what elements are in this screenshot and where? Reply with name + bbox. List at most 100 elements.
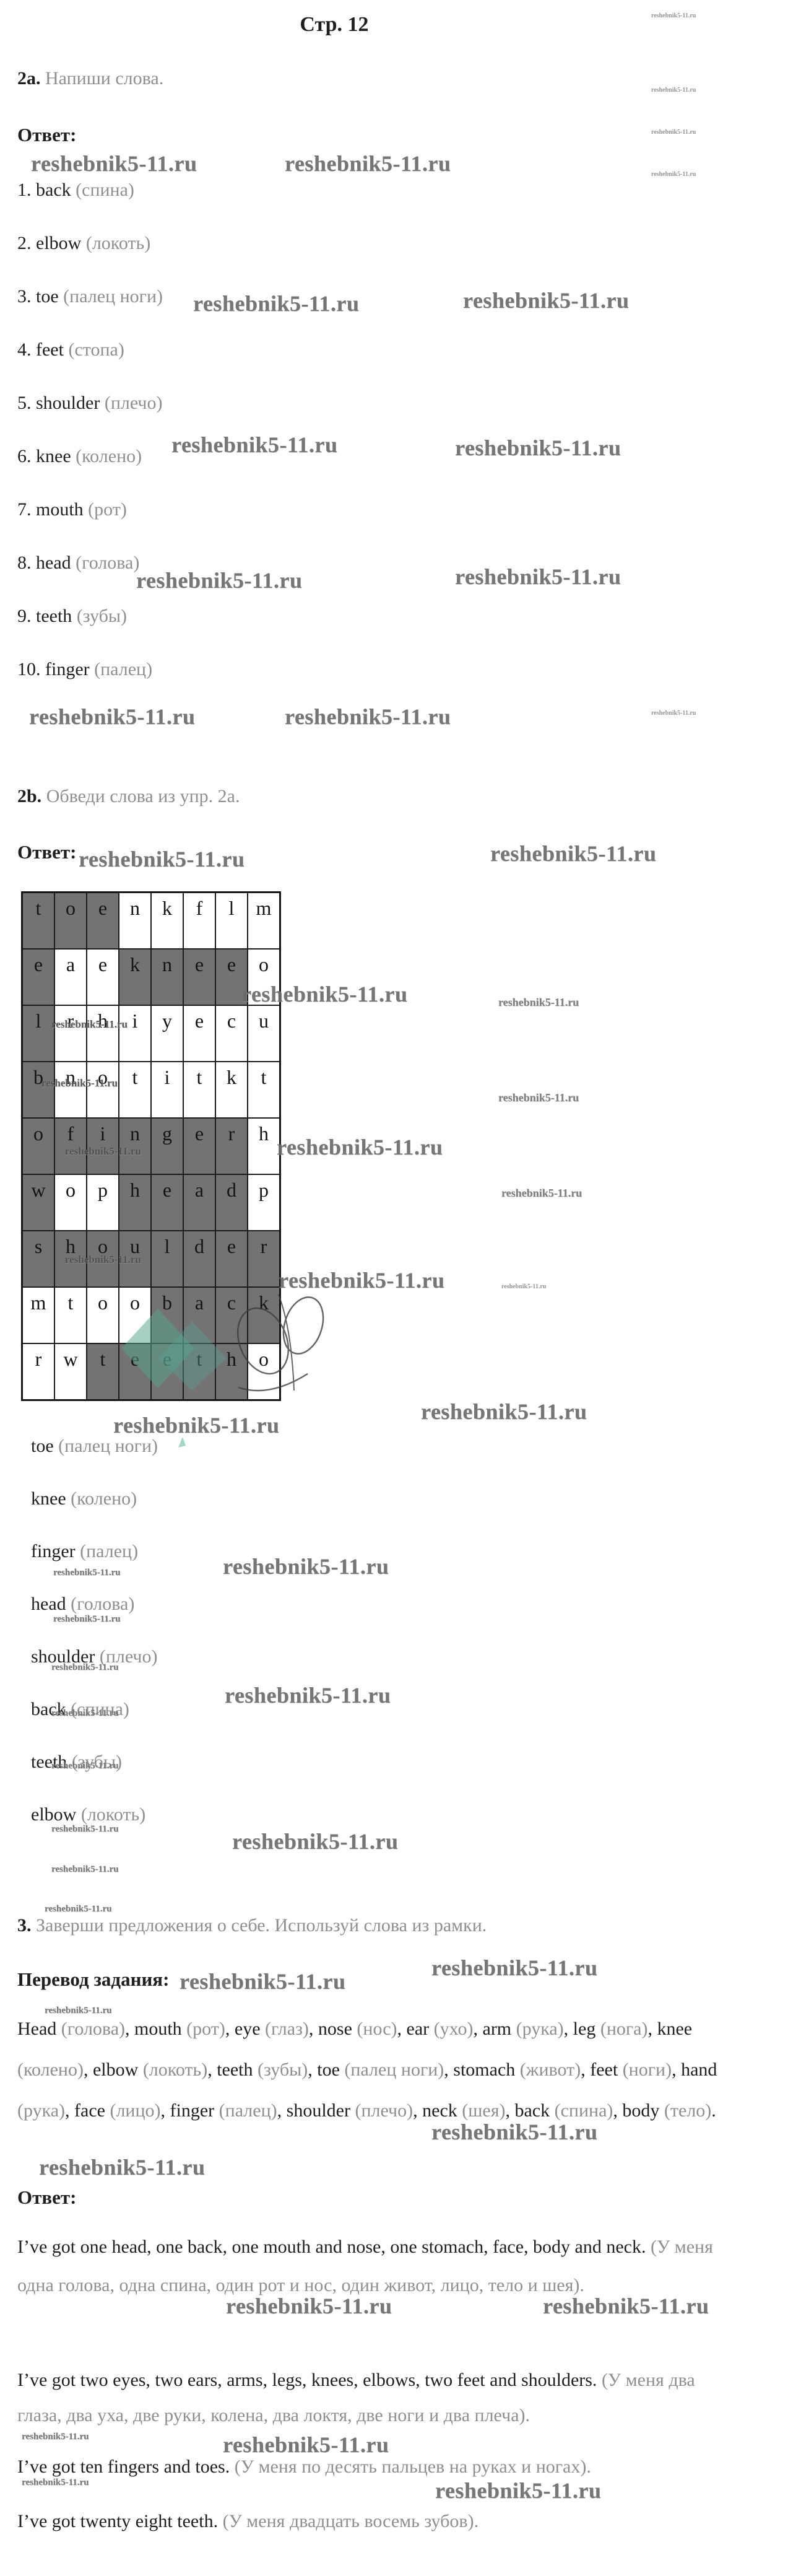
- list-item: elbow (локоть): [31, 1804, 146, 1825]
- list-item: knee (колено): [31, 1488, 137, 1509]
- answer-paragraph-4: I’ve got twenty eight teeth. (У меня два…: [17, 2511, 479, 2531]
- grid-cell: k: [215, 1061, 248, 1119]
- grid-cell: b: [21, 1061, 55, 1119]
- watermark: reshebnik5-11.ru: [53, 1614, 121, 1624]
- answer-label: Ответ:: [17, 841, 77, 863]
- grid-cell: e: [86, 891, 119, 950]
- exercise-3-task: Заверши предложения о себе. Используй сл…: [36, 1915, 487, 1936]
- grid-cell: w: [21, 1174, 55, 1231]
- exercise-2b-number: 2b.: [17, 786, 42, 806]
- watermark: reshebnik5-11.ru: [463, 288, 630, 313]
- watermark: reshebnik5-11.ru: [279, 1268, 445, 1293]
- watermark: reshebnik5-11.ru: [51, 1824, 119, 1834]
- grid-cell: u: [118, 1230, 152, 1288]
- watermark: reshebnik5-11.ru: [45, 2006, 112, 2015]
- answer-label: Ответ:: [17, 124, 77, 146]
- watermark: reshebnik5-11.ru: [65, 1254, 141, 1265]
- grid-cell: o: [54, 891, 87, 950]
- grid-cell: t: [183, 1061, 216, 1119]
- watermark: reshebnik5-11.ru: [651, 129, 696, 136]
- list-item: 4. feet (стопа): [17, 339, 124, 360]
- grid-cell: l: [21, 1005, 55, 1062]
- grid-cell: e: [183, 1005, 216, 1062]
- answer-label: Ответ:: [17, 2186, 77, 2208]
- grid-cell: o: [86, 1230, 119, 1288]
- watermark: reshebnik5-11.ru: [51, 1662, 119, 1672]
- word-box-paragraph: Head (голова), mouth (рот), eye (глаз), …: [17, 2019, 717, 2121]
- watermark: reshebnik5-11.ru: [193, 291, 360, 316]
- grid-cell: r: [54, 1005, 87, 1062]
- watermark: reshebnik5-11.ru: [435, 2478, 602, 2503]
- grid-cell: d: [183, 1230, 216, 1288]
- grid-cell: n: [54, 1061, 87, 1119]
- watermark: reshebnik5-11.ru: [241, 982, 408, 1006]
- grid-cell: e: [215, 1230, 248, 1288]
- grid-cell: n: [118, 1117, 152, 1175]
- grid-cell: n: [118, 891, 152, 950]
- exercise-3-number: 3.: [17, 1915, 32, 1936]
- grid-cell: a: [183, 1174, 216, 1231]
- grid-cell: p: [86, 1174, 119, 1231]
- grid-cell: r: [215, 1117, 248, 1175]
- grid-cell: a: [183, 1286, 216, 1344]
- teal-wedge-mark: [178, 1437, 186, 1447]
- watermark: reshebnik5-11.ru: [501, 1187, 582, 1199]
- watermark: reshebnik5-11.ru: [232, 1829, 399, 1854]
- watermark: reshebnik5-11.ru: [22, 2432, 89, 2442]
- grid-cell: e: [21, 948, 55, 1006]
- grid-cell: o: [247, 948, 281, 1006]
- watermark: reshebnik5-11.ru: [498, 1091, 579, 1104]
- watermark: reshebnik5-11.ru: [29, 704, 196, 729]
- list-item: 1. back (спина): [17, 180, 134, 200]
- watermark: reshebnik5-11.ru: [421, 1399, 587, 1424]
- watermark: reshebnik5-11.ru: [22, 2478, 89, 2487]
- grid-cell: o: [21, 1117, 55, 1175]
- answer-paragraph-3: I’ve got ten fingers and toes. (У меня п…: [17, 2456, 591, 2477]
- grid-cell: n: [150, 948, 184, 1006]
- watermark: reshebnik5-11.ru: [51, 1864, 119, 1874]
- list-item: 7. mouth (рот): [17, 499, 127, 520]
- grid-cell: f: [183, 891, 216, 950]
- exercise-3-heading: 3. Заверши предложения о себе. Используй…: [17, 1914, 487, 1937]
- grid-cell: h: [118, 1174, 152, 1231]
- list-item: 3. toe (палец ноги): [17, 286, 163, 307]
- exercise-2a-number: 2a.: [17, 68, 41, 89]
- watermark: reshebnik5-11.ru: [136, 568, 303, 593]
- grid-cell: t: [54, 1286, 87, 1344]
- list-item: 2. elbow (локоть): [17, 233, 151, 253]
- page-title: Стр. 12: [300, 13, 369, 36]
- grid-cell: o: [86, 1061, 119, 1119]
- grid-cell: r: [21, 1343, 55, 1401]
- grid-cell: l: [150, 1230, 184, 1288]
- watermark: reshebnik5-11.ru: [651, 87, 696, 94]
- watermark: reshebnik5-11.ru: [51, 1708, 119, 1718]
- grid-cell: y: [150, 1005, 184, 1062]
- grid-cell: t: [118, 1061, 152, 1119]
- watermark: reshebnik5-11.ru: [226, 2294, 392, 2318]
- grid-cell: a: [54, 948, 87, 1006]
- watermark: reshebnik5-11.ru: [223, 2432, 389, 2457]
- grid-cell: l: [215, 891, 248, 950]
- list-item: finger (палец): [31, 1541, 139, 1561]
- watermark: reshebnik5-11.ru: [51, 1018, 128, 1030]
- watermark: reshebnik5-11.ru: [431, 1955, 598, 1980]
- watermark: reshebnik5-11.ru: [455, 435, 621, 460]
- list-item: 5. shoulder (плечо): [17, 393, 163, 413]
- body-parts-numbered-list: 1. back (спина) 2. elbow (локоть) 3. toe (…: [17, 178, 163, 711]
- grid-cell: p: [247, 1174, 281, 1231]
- watermark: reshebnik5-11.ru: [225, 1683, 391, 1708]
- watermark: reshebnik5-11.ru: [651, 171, 696, 178]
- list-item: 9. teeth (зубы): [17, 606, 128, 626]
- watermark: reshebnik5-11.ru: [651, 12, 696, 19]
- watermark: reshebnik5-11.ru: [180, 1969, 346, 1994]
- grid-cell: f: [54, 1117, 87, 1175]
- list-item: 8. head (голова): [17, 552, 140, 573]
- watermark: reshebnik5-11.ru: [51, 1761, 119, 1771]
- grid-cell: k: [118, 948, 152, 1006]
